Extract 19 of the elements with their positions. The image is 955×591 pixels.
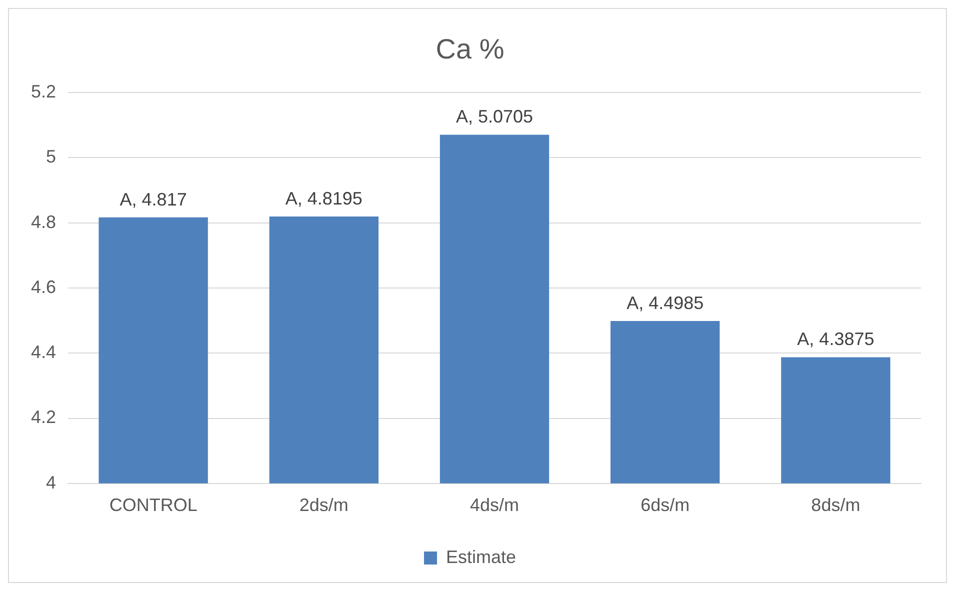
chart-title: Ca % bbox=[436, 34, 504, 65]
x-tick-label: CONTROL bbox=[109, 495, 198, 516]
y-tick-label: 4.8 bbox=[30, 212, 56, 232]
x-tick-label: 4ds/m bbox=[470, 495, 520, 516]
y-tick-label: 5 bbox=[46, 146, 56, 167]
data-label: A, 4.4985 bbox=[626, 293, 704, 314]
x-tick-label: 6ds/m bbox=[640, 495, 690, 516]
x-tick-label: 2ds/m bbox=[299, 495, 348, 516]
y-tick-label: 4.6 bbox=[30, 276, 56, 297]
y-tick-label: 5.2 bbox=[30, 82, 56, 102]
data-label: A, 4.8195 bbox=[285, 188, 362, 208]
y-tick-label: 4 bbox=[46, 472, 56, 492]
data-label: A, 4.817 bbox=[120, 189, 187, 210]
data-label: A, 5.0705 bbox=[456, 106, 534, 127]
y-tick-label: 4.4 bbox=[30, 342, 56, 362]
data-label: A, 4.3875 bbox=[797, 329, 874, 350]
y-tick-label: 4.2 bbox=[30, 407, 56, 428]
legend-label: Estimate bbox=[446, 546, 516, 567]
x-tick-label: 8ds/m bbox=[811, 495, 860, 516]
